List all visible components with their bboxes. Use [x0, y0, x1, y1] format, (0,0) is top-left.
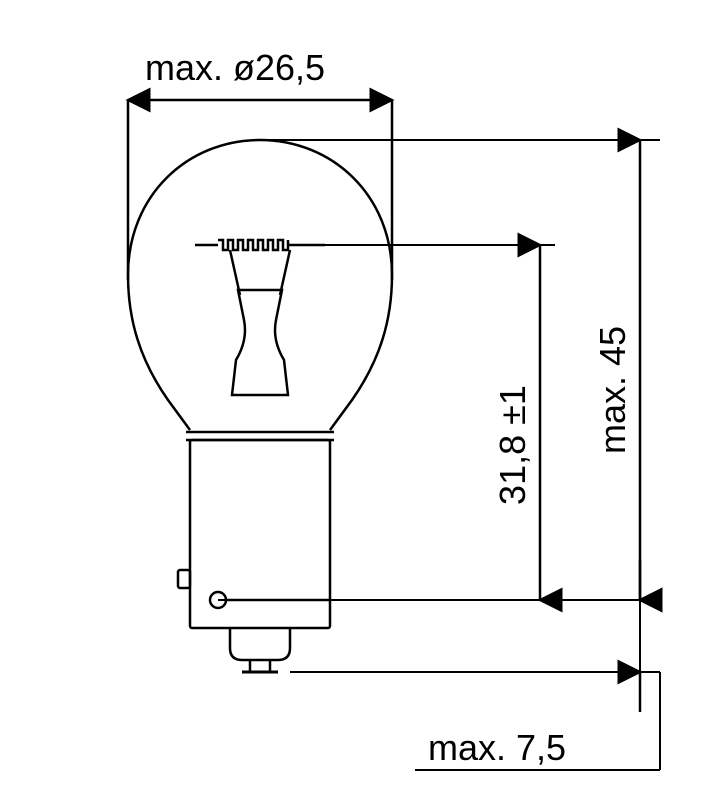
- filament-height-label: 31,8 ±1: [492, 385, 533, 505]
- bulb: [128, 140, 392, 672]
- bulb-diagram: max. ø26,5: [0, 0, 728, 810]
- total-height-label: max. 45: [592, 326, 633, 454]
- diameter-label: max. ø26,5: [145, 47, 325, 88]
- total-height-dimension: max. 45: [592, 140, 640, 600]
- filament-height-dimension: 31,8 ±1: [492, 245, 540, 600]
- base-depth-dimension: max. 7,5: [290, 560, 660, 770]
- base-depth-label: max. 7,5: [428, 727, 566, 768]
